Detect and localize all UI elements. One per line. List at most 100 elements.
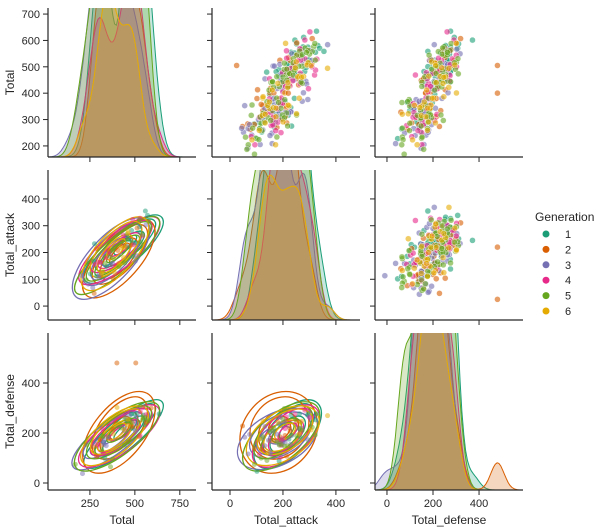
contour-gen-2	[239, 390, 318, 474]
point-gen-6	[411, 102, 418, 109]
point-gen-5	[276, 442, 282, 448]
point-gen-2	[240, 423, 246, 429]
point-gen-5	[251, 461, 257, 467]
point-gen-4	[131, 242, 137, 248]
point-gen-2	[436, 290, 443, 297]
point-gen-4	[283, 47, 290, 55]
y-tick-label: 0	[34, 478, 40, 490]
point-gen-2	[148, 405, 154, 411]
contour-gen-2	[82, 390, 156, 474]
plot-area	[71, 208, 164, 301]
point-gen-6	[116, 260, 122, 266]
point-gen-5	[281, 96, 288, 103]
point-gen-3	[143, 222, 149, 228]
panel-Total_defense-vs-Total_attack: 0 200 400	[207, 333, 360, 510]
point-gen-3	[262, 443, 268, 449]
contour-gen-6	[96, 233, 134, 274]
point-gen-2	[293, 39, 300, 47]
point-gen-2	[287, 428, 293, 434]
point-gen-3	[79, 471, 85, 477]
contour-gen-5	[73, 401, 161, 472]
point-gen-6	[451, 224, 459, 232]
point-gen-5	[434, 258, 441, 266]
point-gen-5	[428, 65, 435, 73]
y-tick-label: 100	[22, 274, 40, 286]
point-gen-5	[271, 425, 277, 431]
point-gen-2	[258, 101, 265, 108]
point-gen-3	[262, 423, 268, 429]
point-gen-6	[121, 255, 127, 261]
point-gen-6	[409, 136, 416, 144]
point-gen-6	[296, 95, 303, 102]
panel-Total_defense-vs-Total_defense: 0 200 400	[370, 333, 523, 510]
point-gen-1	[316, 45, 323, 52]
point-gen-6	[425, 72, 433, 80]
point-gen-2	[254, 86, 261, 93]
panel-Total_defense-vs-Total: 250 500 750 0 200 400	[22, 333, 196, 510]
point-gen-4	[414, 127, 422, 134]
point-gen-3	[245, 451, 251, 457]
point-gen-5	[440, 261, 447, 269]
x-tick-label: 200	[274, 498, 292, 510]
point-gen-1	[447, 265, 454, 273]
point-gen-3	[305, 437, 311, 443]
panel-Total_attack-vs-Total: 0 100 200 300 400	[22, 170, 196, 325]
point-gen-2	[134, 225, 140, 231]
point-gen-4	[453, 232, 460, 240]
point-gen-5	[137, 403, 143, 409]
x-tick-label: 250	[81, 498, 99, 510]
x-tick-label: 750	[171, 498, 189, 510]
panel-Total-vs-Total: 200 300 400 500 600 700	[22, 8, 196, 162]
point-gen-2	[91, 290, 97, 296]
point-gen-4	[137, 409, 143, 415]
point-gen-6	[422, 113, 430, 120]
point-gen-1	[145, 212, 151, 218]
point-gen-5	[140, 232, 146, 238]
point-gen-1	[254, 468, 260, 474]
point-gen-6	[272, 104, 280, 112]
point-gen-2	[258, 446, 264, 452]
kde-gen-6	[212, 174, 360, 320]
point-gen-6	[325, 413, 331, 419]
plot-area	[392, 27, 501, 157]
point-gen-6	[425, 249, 432, 256]
point-gen-2	[94, 246, 100, 252]
point-gen-6	[440, 269, 448, 276]
point-gen-5	[281, 406, 287, 412]
point-gen-6	[324, 65, 331, 72]
legend: Generation 1 2 3 4 5 6	[535, 210, 594, 318]
legend-marker-4	[542, 276, 550, 284]
point-gen-6	[423, 260, 430, 267]
point-gen-3	[247, 432, 253, 438]
point-gen-4	[307, 415, 313, 421]
point-gen-3	[105, 434, 111, 440]
y-tick-label: 200	[22, 248, 40, 260]
point-gen-5	[280, 416, 286, 422]
point-gen-1	[312, 417, 318, 423]
point-gen-5	[125, 439, 131, 445]
point-gen-5	[242, 133, 249, 141]
kde-gen-3	[375, 333, 523, 490]
point-gen-5	[418, 276, 425, 284]
point-gen-5	[99, 433, 105, 439]
contour-gen-6	[80, 405, 150, 467]
point-gen-6	[424, 104, 431, 112]
point-gen-5	[420, 146, 427, 153]
point-gen-6	[440, 74, 448, 81]
point-gen-4	[292, 411, 298, 417]
point-gen-5	[311, 40, 319, 47]
point-gen-6	[259, 93, 267, 100]
point-gen-5	[418, 83, 426, 90]
point-gen-6	[110, 431, 116, 437]
point-gen-5	[447, 217, 455, 224]
y-tick-label: 400	[22, 88, 40, 100]
point-gen-5	[267, 117, 274, 124]
y-tick-label: 400	[22, 378, 40, 390]
point-gen-3	[300, 89, 307, 96]
point-gen-6	[453, 246, 460, 254]
point-gen-5	[444, 225, 451, 233]
point-gen-6	[256, 436, 262, 442]
point-gen-5	[108, 254, 114, 260]
point-gen-4	[302, 407, 308, 413]
point-gen-5	[284, 122, 291, 130]
